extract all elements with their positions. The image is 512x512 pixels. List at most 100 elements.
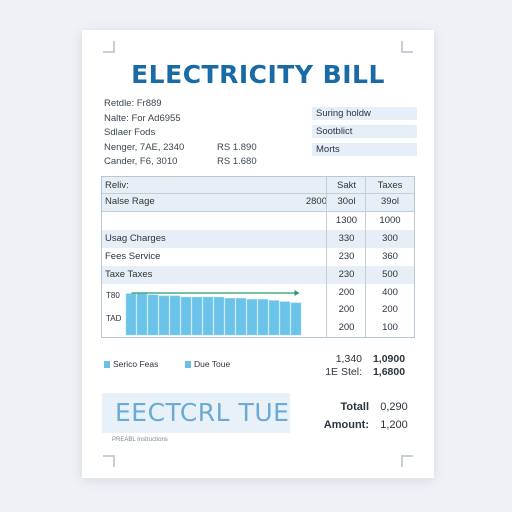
subtotal-value: 1,6800: [372, 366, 406, 378]
bill-title: ELECTRICITY BILL: [131, 60, 385, 89]
side-box: Sootblict: [312, 125, 417, 138]
chart-bar: [235, 297, 247, 336]
table-row: Nalse Rage 2800 30ol 39ol: [102, 193, 414, 211]
info-amount: RS 1.890: [217, 141, 257, 153]
table-row: 200 200: [102, 301, 414, 319]
chart-bar: [268, 300, 280, 336]
subtotal-value: 1E Stel:: [325, 366, 362, 378]
corner-mark: [103, 455, 115, 467]
info-text: Sdlaer Fods: [104, 127, 156, 138]
row-value: 200: [382, 304, 398, 315]
total-label: Totall: [340, 401, 369, 413]
chart-bar: [125, 293, 137, 336]
footer-note: PREABL Instructions: [112, 437, 168, 443]
legend-label: Due Toue: [194, 359, 231, 369]
divider: [365, 177, 366, 337]
row-value: 30ol: [337, 196, 356, 207]
customer-info: Retdle: Fr889 Nalte: For Ad6955 Sdlaer F…: [104, 97, 264, 170]
chart-bar: [246, 299, 258, 336]
row-value: 1000: [379, 215, 401, 226]
side-box: Morts: [312, 143, 417, 156]
table-row: Fees Service 230 360: [102, 248, 414, 266]
legend-swatch: [185, 361, 191, 368]
subtotal-value: 1,340: [335, 353, 362, 365]
usage-chart: T80 TAD: [106, 290, 302, 336]
row-value: 200: [338, 304, 355, 315]
row-value: 400: [382, 287, 398, 298]
info-line: Nenger, 7AE, 2340 RS 1.890: [104, 141, 264, 156]
subtotal-row: 1E Stel: 1,6800: [314, 366, 412, 379]
row-value: 200: [338, 287, 355, 298]
info-line: Retdle: Fr889: [104, 97, 264, 112]
legend-label: Serico Feas: [113, 359, 159, 369]
divider: [102, 193, 414, 194]
info-line: Nalte: For Ad6955: [104, 112, 264, 127]
chart-bar: [257, 299, 269, 336]
legend-item: Serico Feas: [104, 359, 158, 369]
total-value: 1,200: [380, 419, 408, 431]
bill-sheet: ELECTRICITY BILL Retdle: Fr889 Nalte: Fo…: [82, 30, 434, 478]
stamp-box: EECTCRL TUE: [102, 393, 290, 433]
chart-bar: [169, 295, 181, 336]
corner-mark: [401, 455, 413, 467]
row-label: Fees Service: [105, 251, 161, 262]
chart-bar: [290, 302, 302, 336]
row-value: 330: [338, 233, 355, 244]
chart-bar: [158, 295, 170, 336]
info-text: Retdle: Fr889: [104, 98, 162, 109]
chart-bar: [224, 297, 236, 336]
divider: [326, 177, 327, 337]
table-row: 200 100: [102, 319, 414, 337]
header-cell: Sakt: [336, 180, 356, 191]
chart-bar: [136, 293, 148, 336]
charges-table: Reliv: Sakt Taxes Nalse Rage 2800 30ol 3…: [101, 176, 415, 338]
side-box: Suring holdw: [312, 107, 417, 120]
chart-axis-label: TAD: [106, 314, 122, 323]
table-row: 200 400: [102, 284, 414, 302]
table-row: Taxe Taxes 230 500: [102, 266, 414, 284]
row-value: 500: [382, 269, 398, 280]
row-value: 1300: [335, 215, 358, 226]
row-label: Taxe Taxes: [105, 269, 153, 280]
chart-bar: [147, 294, 159, 336]
row-value: 200: [338, 322, 355, 333]
row-value: 100: [382, 322, 398, 333]
corner-mark: [103, 41, 115, 53]
chart-bar: [191, 296, 203, 336]
info-text: Cander, F6, 3010: [104, 156, 178, 167]
row-value: 2800: [305, 196, 327, 207]
chart-bar: [180, 296, 192, 336]
row-value: 300: [382, 233, 398, 244]
subtotal-value: 1,0900: [372, 353, 406, 365]
row-label: Usag Charges: [105, 233, 166, 244]
row-value: 230: [338, 251, 355, 262]
chart-bar: [202, 296, 214, 336]
corner-mark: [401, 41, 413, 53]
total-row: Totall 0,290: [314, 398, 414, 416]
info-line: Cander, F6, 3010 RS 1.680: [104, 155, 264, 170]
row-value: 230: [338, 269, 355, 280]
legend-item: Due Toue: [185, 359, 230, 369]
row-label: Nalse Rage: [105, 196, 155, 207]
chart-bar: [213, 296, 225, 336]
chart-bar: [279, 301, 291, 336]
subtotal-row: 1,340 1,0900: [314, 353, 412, 366]
info-text: Nenger, 7AE, 2340: [104, 141, 185, 153]
header-cell: Reliv:: [105, 180, 129, 191]
table-header: Reliv: Sakt Taxes: [102, 177, 414, 195]
total-label: Amount:: [323, 419, 369, 431]
chart-arrow-icon: [294, 290, 300, 296]
table-row: Usag Charges 330 300: [102, 230, 414, 248]
total-value: 0,290: [380, 401, 408, 413]
total-row: Amount: 1,200: [314, 416, 414, 434]
info-text: Nalte: For Ad6955: [104, 112, 181, 124]
table-row: 1300 1000: [102, 212, 414, 230]
legend-swatch: [104, 361, 110, 368]
header-cell: Taxes: [377, 180, 403, 191]
chart-axis-label: T80: [106, 291, 120, 300]
info-amount: RS 1.680: [217, 156, 257, 167]
divider: [102, 211, 414, 212]
row-value: 360: [382, 251, 398, 262]
row-value: 39ol: [381, 196, 399, 207]
info-line: Sdlaer Fods: [104, 126, 264, 141]
